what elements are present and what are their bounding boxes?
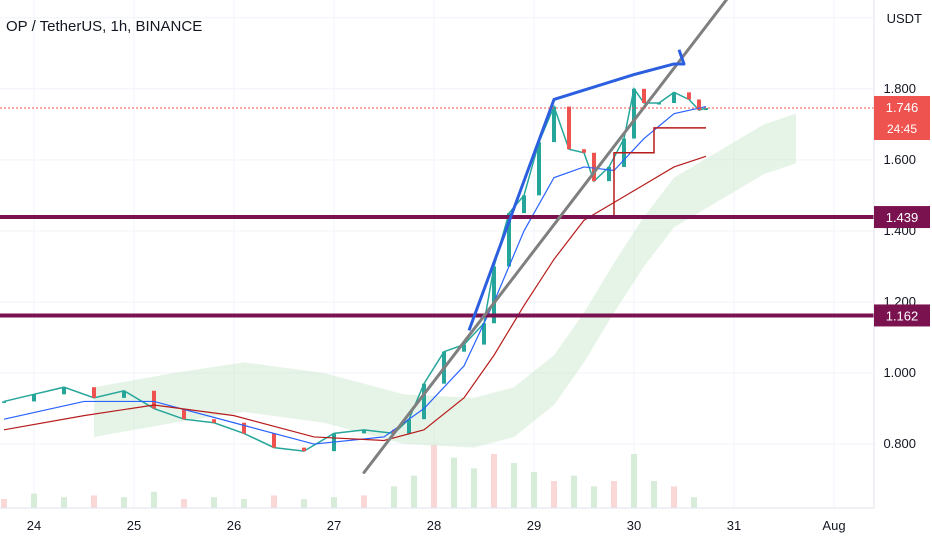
price-axis-bg [874, 0, 932, 550]
volume-bar [431, 445, 437, 508]
level-label: 1.439 [886, 210, 919, 225]
volume-bar [511, 463, 517, 508]
candle [407, 419, 411, 434]
candle [552, 106, 556, 143]
level-label-bg [874, 206, 930, 229]
volume-bar [151, 491, 157, 508]
volume-bar [361, 495, 367, 508]
x-tick-label: 27 [327, 518, 341, 533]
y-tick-label: 0.800 [883, 436, 916, 451]
volume-bar [391, 486, 397, 508]
volume-bar [551, 481, 557, 508]
symbol-title: OP / TetherUS, 1h, BINANCE [6, 18, 203, 35]
volume-bar [411, 475, 417, 508]
volume-bar [301, 499, 307, 508]
candle [182, 408, 186, 420]
currency-label: USDT [887, 11, 922, 26]
candle [492, 266, 496, 324]
candle [242, 422, 246, 434]
volume-bar [611, 481, 617, 508]
x-tick-label: 24 [27, 518, 41, 533]
candle [607, 166, 611, 182]
current-price-label: 1.746 [886, 100, 919, 115]
y-tick-label: 1.600 [883, 152, 916, 167]
candle [537, 142, 541, 196]
volume-bar [241, 499, 247, 508]
candle [672, 92, 676, 104]
pattern-line [467, 49, 686, 331]
candle [697, 99, 701, 111]
volume-bar [691, 497, 697, 508]
candle [32, 394, 36, 402]
candle [302, 447, 306, 452]
volume-bar [181, 499, 187, 508]
candle [582, 149, 586, 153]
x-tick-label: 28 [427, 518, 441, 533]
candle [92, 387, 96, 398]
candle [272, 433, 276, 448]
x-tick-label: 25 [127, 518, 141, 533]
cloud-band [94, 113, 796, 448]
candle [422, 383, 426, 420]
volume-bar [31, 493, 37, 508]
volume-bar [631, 454, 637, 508]
volume-bar [471, 468, 477, 508]
candle [592, 152, 596, 182]
series-ema_fast [3, 105, 707, 445]
candle [687, 92, 691, 100]
x-tick-label: 26 [227, 518, 241, 533]
candle [632, 88, 636, 139]
volume-bar [91, 495, 97, 508]
trendline [362, 0, 729, 474]
y-tick-label: 1.000 [883, 365, 916, 380]
volume-bar [671, 486, 677, 508]
candle [642, 88, 646, 104]
x-tick-label: 31 [727, 518, 741, 533]
candle [362, 429, 366, 434]
x-tick-label: 30 [627, 518, 641, 533]
candle [482, 323, 486, 345]
volume-bar [271, 495, 277, 508]
current-price-label-bg [874, 95, 930, 140]
x-tick-label: Aug [822, 518, 845, 533]
candle [657, 103, 661, 105]
level-label-bg [874, 304, 930, 327]
level-label: 1.162 [886, 308, 919, 323]
candle [704, 107, 708, 111]
volume-bar [0, 499, 7, 508]
volume-bar [591, 486, 597, 508]
volume-bar [121, 497, 127, 508]
candle [1, 401, 6, 403]
volume-bar [491, 454, 497, 508]
candle [462, 344, 466, 352]
countdown-label: 24:45 [887, 122, 917, 136]
series-ema_slow [3, 155, 707, 442]
candle [522, 195, 526, 214]
volume-bar [651, 481, 657, 508]
candle [122, 390, 126, 398]
volume-bar [531, 472, 537, 508]
volume-bar [451, 457, 457, 508]
volume-bar [331, 497, 337, 508]
x-tick-label: 29 [527, 518, 541, 533]
candle [62, 387, 66, 395]
volume-bar [61, 497, 67, 508]
volume-bar [571, 475, 577, 508]
candle [567, 106, 571, 150]
volume-bar [211, 497, 217, 508]
candle [507, 213, 511, 267]
y-tick-label: 1.800 [883, 81, 916, 96]
candle [152, 390, 156, 409]
candle [212, 419, 216, 423]
